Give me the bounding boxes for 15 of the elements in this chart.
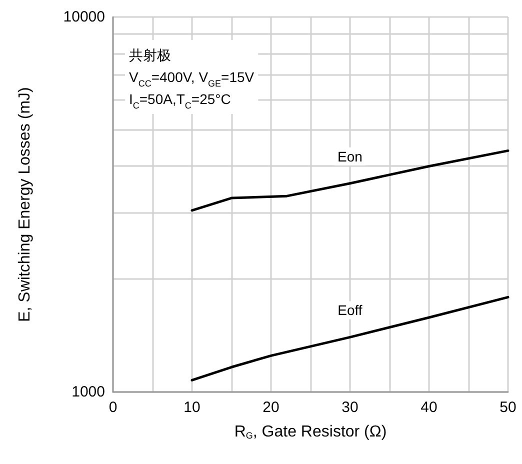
series-label: Eon [338, 148, 362, 164]
x-tick-label: 10 [184, 399, 200, 416]
x-tick-label: 30 [342, 399, 358, 416]
x-tick-label: 50 [500, 399, 516, 416]
y-tick-label: 10000 [63, 8, 105, 26]
line-series [190, 149, 510, 212]
x-axis-title: RG, Gate Resistor (Ω) [234, 424, 387, 440]
annotation: 共射极 [129, 47, 171, 63]
y-axis-title: E, Switching Energy Losses (mJ) [16, 87, 34, 322]
y-tick-label: 1000 [72, 384, 105, 400]
x-tick-label: 40 [420, 399, 438, 416]
series-label: Eoff [338, 302, 362, 318]
line-series [190, 296, 510, 382]
x-tick-label: 20 [262, 399, 280, 416]
x-tick-label: 0 [108, 399, 118, 416]
